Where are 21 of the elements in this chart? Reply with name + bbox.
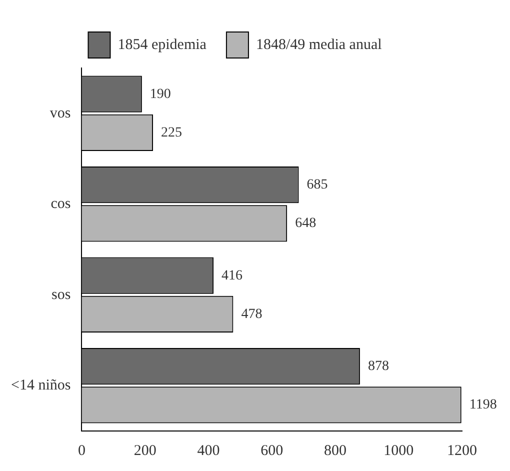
data-label: 648 xyxy=(295,216,316,232)
data-label: 416 xyxy=(222,268,243,284)
data-label: 685 xyxy=(306,178,328,193)
y-tick-label: cos xyxy=(50,196,71,212)
y-tick-label: sos xyxy=(52,286,71,303)
legend-label: 1854 epidemia xyxy=(118,36,207,53)
x-tick-label: 400 xyxy=(197,442,220,459)
data-label: 878 xyxy=(368,359,389,374)
data-label: 225 xyxy=(161,125,182,140)
x-tick-label: 600 xyxy=(260,442,284,459)
legend-label: 1848/49 media anual xyxy=(256,36,382,53)
x-tick-label: 800 xyxy=(324,442,346,459)
data-label: 478 xyxy=(241,306,262,322)
x-tick-label: 1200 xyxy=(447,442,477,459)
data-label: 190 xyxy=(150,86,171,102)
y-tick-label: <14 niños xyxy=(10,378,71,394)
data-label: 1198 xyxy=(469,398,497,413)
y-tick-label: vos xyxy=(50,105,71,122)
x-tick-label: 1000 xyxy=(384,442,414,459)
x-tick-label: 200 xyxy=(134,442,156,459)
x-tick-label: 0 xyxy=(78,442,86,459)
